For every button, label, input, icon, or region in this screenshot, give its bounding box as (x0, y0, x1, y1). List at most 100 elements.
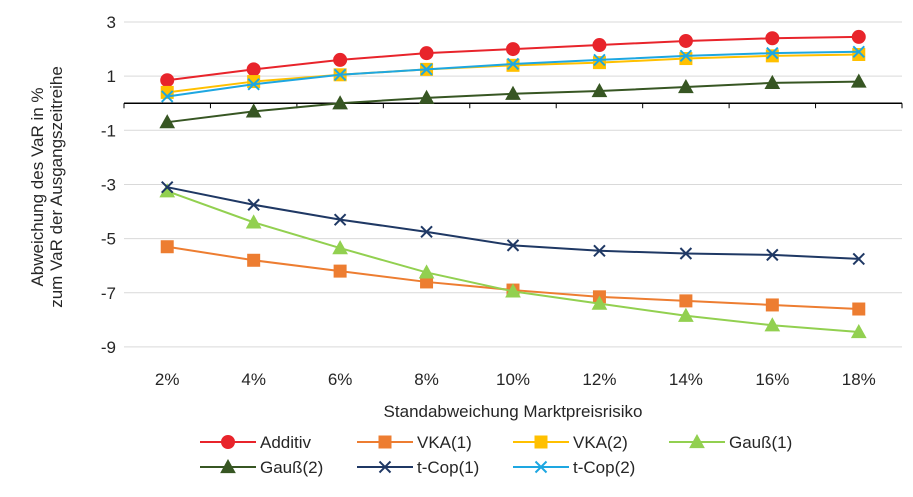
y-tick-label: 3 (107, 13, 116, 32)
x-axis-title: Standabweichung Marktpreisrisiko (384, 402, 643, 421)
data-point (764, 317, 781, 332)
data-point (591, 295, 608, 310)
y-tick-label: -7 (101, 284, 116, 303)
data-point (332, 240, 348, 255)
x-tick-label: 6% (328, 370, 353, 389)
data-point (678, 78, 694, 94)
data-point (765, 49, 779, 63)
y-tick-label: -5 (101, 230, 116, 249)
data-point (332, 95, 348, 110)
series-4 (159, 183, 867, 339)
y-axis-title: Abweichung des VaR in % zum VaR der Ausg… (28, 66, 66, 308)
legend-marker (221, 435, 235, 449)
legend-marker (220, 458, 236, 474)
data-point (161, 90, 174, 103)
legend-label: t-Cop(2) (573, 458, 635, 477)
data-point (592, 56, 606, 70)
data-point (159, 114, 176, 129)
legend-marker (378, 460, 392, 474)
data-point (333, 213, 347, 226)
data-point (766, 46, 779, 60)
data-point (246, 62, 261, 77)
data-point (333, 264, 347, 278)
legend-label: Gauß(1) (729, 433, 792, 452)
data-point (593, 53, 606, 67)
legend-marker (689, 433, 705, 449)
data-point (506, 57, 520, 71)
y-tick-label: 1 (107, 67, 116, 86)
legend-item: VKA(1) (357, 433, 472, 452)
data-point (766, 248, 779, 262)
data-point (420, 225, 433, 239)
y-tick-label: -9 (101, 338, 116, 357)
legend-marker (378, 435, 392, 449)
data-point (765, 298, 779, 312)
data-point (506, 239, 520, 252)
data-point (850, 73, 867, 88)
data-point (245, 214, 262, 229)
legend-label: VKA(1) (417, 433, 472, 452)
y-tick-label: -3 (101, 175, 116, 194)
legend: Additiv VKA(1) VKA(2) Gauß(1) Gauß(2) t-Cop(1… (200, 433, 792, 477)
legend-label: Additiv (260, 433, 312, 452)
x-tick-label: 2% (155, 370, 180, 389)
data-point (247, 253, 261, 267)
data-point (505, 85, 521, 100)
data-point (852, 47, 866, 61)
data-point (506, 42, 520, 57)
x-tick-label: 10% (496, 370, 530, 389)
x-tick-label: 14% (669, 370, 703, 389)
x-tick-label: 12% (582, 370, 616, 389)
data-point (764, 74, 781, 90)
legend-label: t-Cop(1) (417, 458, 479, 477)
legend-marker (534, 460, 548, 474)
y-tick-label: -1 (101, 121, 116, 140)
data-point (160, 240, 174, 254)
series-5 (159, 73, 867, 129)
data-point (852, 302, 866, 316)
legend-item: Gauß(2) (200, 458, 323, 477)
legend-item: t-Cop(2) (513, 458, 635, 477)
data-point (333, 68, 347, 82)
x-tick-label: 16% (755, 370, 789, 389)
data-point (852, 252, 865, 266)
series-7 (161, 45, 865, 103)
legend-marker (534, 435, 548, 449)
series-6 (161, 180, 865, 266)
data-point (679, 294, 693, 308)
legend-label: VKA(2) (573, 433, 628, 452)
data-point (765, 31, 780, 46)
data-point (852, 45, 865, 58)
series (159, 29, 867, 339)
data-point (247, 198, 260, 211)
data-point (678, 33, 693, 48)
data-point (245, 103, 262, 118)
data-point (161, 180, 174, 194)
data-point (593, 244, 606, 258)
data-point (420, 63, 433, 76)
data-point (679, 49, 693, 63)
axes: 3 1 -1 -3 -5 -7 -9 2% 4% 6% 8% 10% 12% 14% 16% 18% (101, 13, 903, 389)
x-tick-label: 4% (241, 370, 266, 389)
series-2 (160, 240, 866, 316)
legend-label: Gauß(2) (260, 458, 323, 477)
data-point (505, 283, 521, 298)
data-point (419, 46, 434, 61)
series-1 (160, 29, 866, 88)
data-point (850, 324, 867, 339)
x-tick-label: 8% (414, 370, 439, 389)
data-point (592, 38, 607, 53)
data-point (418, 264, 435, 279)
data-point (160, 73, 175, 88)
legend-item: Gauß(1) (669, 433, 792, 452)
data-point (851, 29, 866, 44)
data-point (247, 78, 260, 91)
data-point (591, 83, 608, 98)
data-point (418, 89, 435, 104)
y-axis-title-line-2: zum VaR der Ausgangszeitreihe (47, 66, 66, 308)
legend-item: Additiv (200, 433, 312, 452)
y-axis-title-line-1: Abweichung des VaR in % (28, 87, 47, 286)
data-point (679, 247, 693, 260)
series-line (167, 245, 859, 311)
